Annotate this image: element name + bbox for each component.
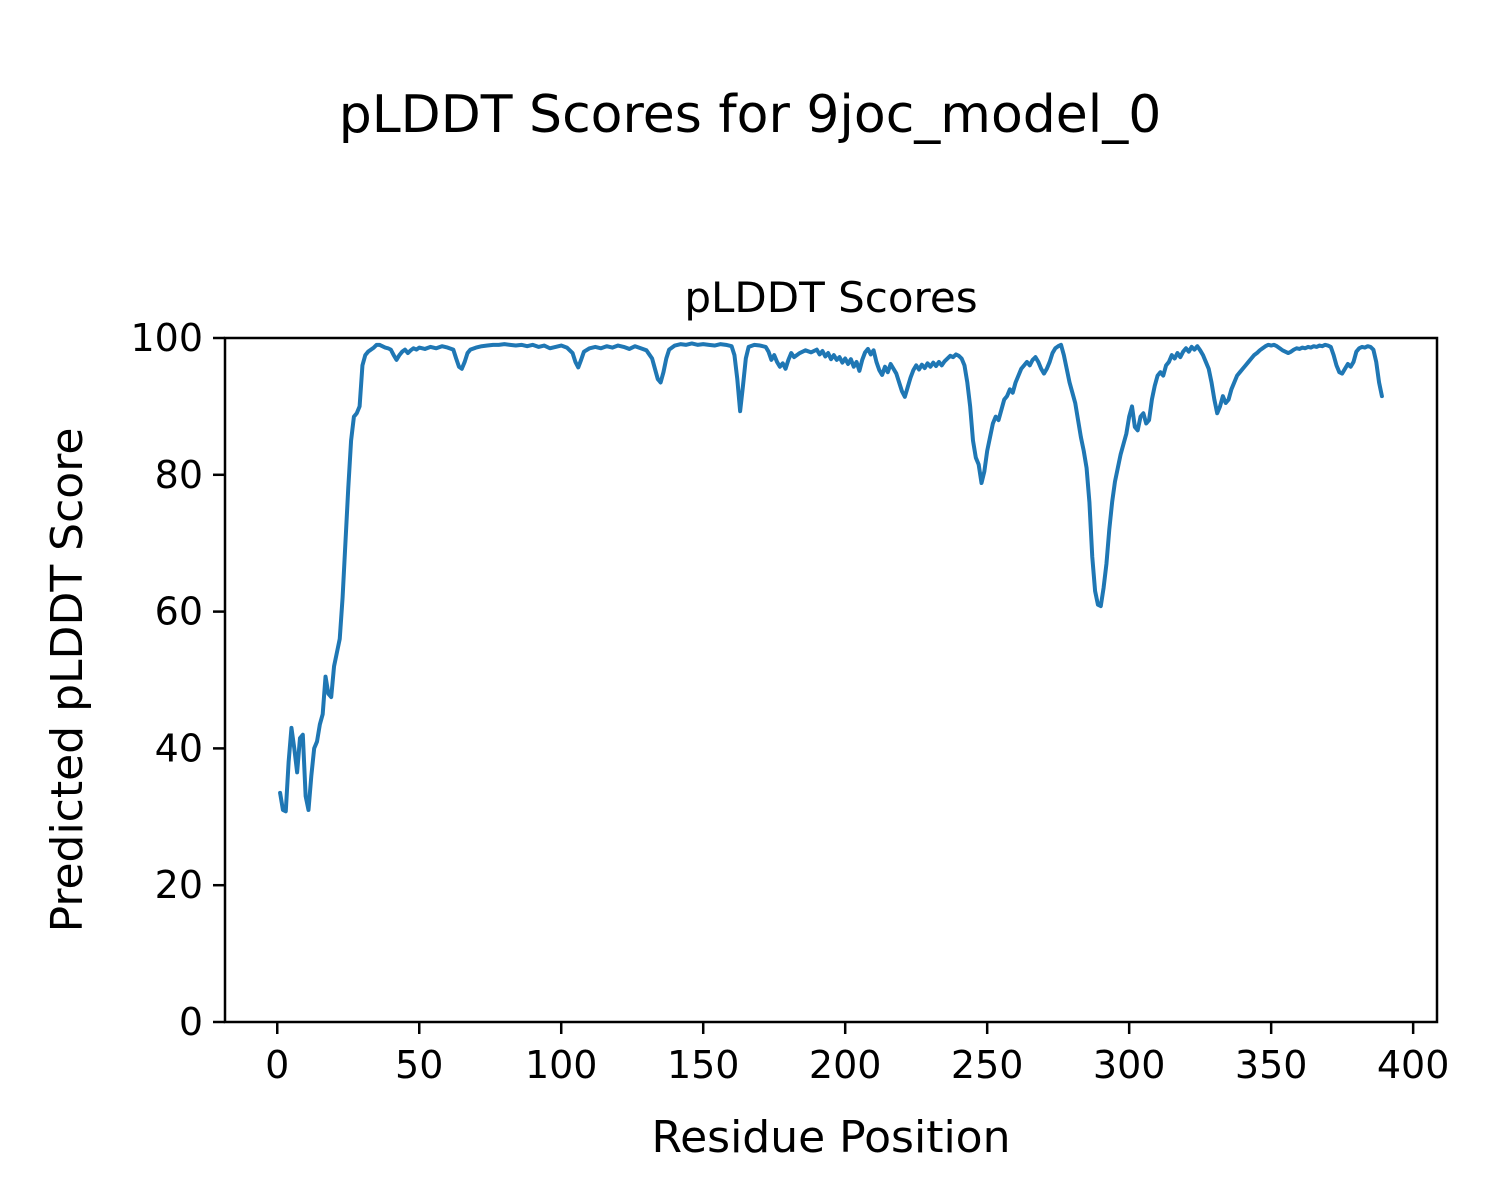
y-tick-label: 100 [130, 316, 203, 360]
y-tick-label: 80 [155, 453, 203, 497]
figure-title: pLDDT Scores for 9joc_model_0 [339, 85, 1162, 145]
x-tick-label: 50 [395, 1043, 443, 1087]
y-tick-label: 40 [155, 726, 203, 770]
y-tick-label: 0 [179, 1000, 203, 1044]
x-tick-label: 150 [667, 1043, 740, 1087]
x-tick-label: 100 [525, 1043, 598, 1087]
x-tick-label: 350 [1235, 1043, 1308, 1087]
y-tick-label: 60 [155, 590, 203, 634]
x-tick-label: 200 [809, 1043, 882, 1087]
axes-layer: 0 50 100 150 200 250 300 350 400 0 20 40 60 80 100 [130, 316, 1449, 1087]
y-axis-label: Predicted pLDDT Score [42, 428, 93, 933]
x-tick-label: 300 [1093, 1043, 1166, 1087]
axes-title: pLDDT Scores [684, 273, 977, 322]
x-tick-label: 400 [1377, 1043, 1450, 1087]
axes-frame [223, 336, 1439, 1024]
x-tick-label: 250 [951, 1043, 1024, 1087]
x-axis-label: Residue Position [651, 1112, 1010, 1163]
y-tick-label: 20 [155, 863, 203, 907]
plddt-line [278, 341, 1384, 814]
x-tick-label: 0 [265, 1043, 289, 1087]
